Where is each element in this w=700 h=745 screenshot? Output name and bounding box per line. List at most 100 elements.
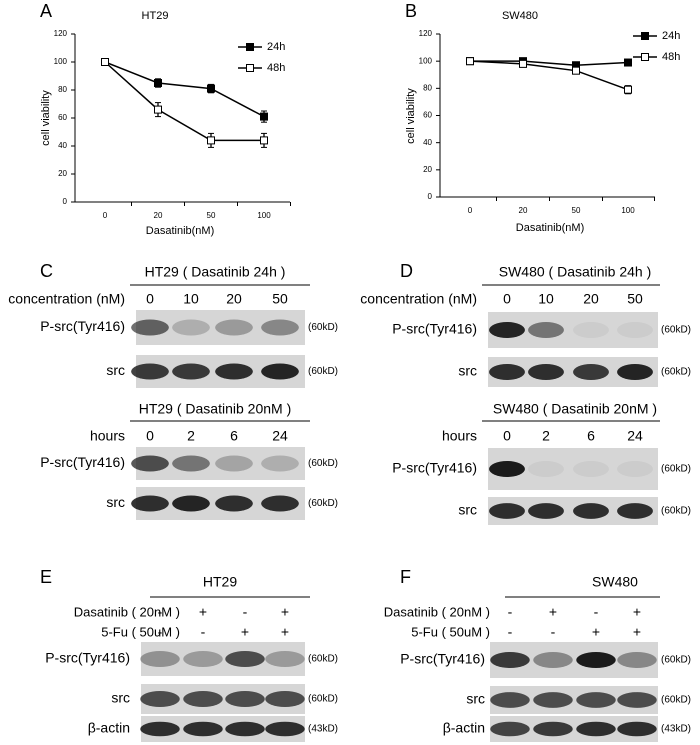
treatment-sign: - [594,604,599,620]
lane-label: 6 [230,428,238,444]
y-tick-label: 100 [54,57,68,66]
x-tick-label: 20 [154,211,163,220]
band [261,495,299,512]
band [533,721,573,737]
size-label: (43kD) [661,724,691,735]
panel-letter: E [40,567,52,587]
y-tick-label: 60 [423,111,432,120]
blot-title: SW480 ( Dasatinib 24h ) [499,264,652,280]
treatment-sign: + [281,604,289,620]
treatment-sign: - [201,624,206,640]
lane-label: 0 [146,428,154,444]
treatment-label: 5-Fu ( 50uM ) [101,624,180,639]
size-label: (60kD) [661,325,691,336]
blot-title: SW480 ( Dasatinib 20nM ) [493,401,657,417]
legend-label: 48h [662,51,680,63]
treatment-label: Dasatinib ( 20nM ) [384,604,490,619]
band [225,721,265,737]
row-label: P-src(Tyr416) [400,651,485,667]
treatment-label: Dasatinib ( 20nM ) [74,604,180,619]
panel-letter: F [400,567,411,587]
size-label: (60kD) [308,458,338,469]
size-label: (60kD) [308,654,338,665]
panel-letter: D [400,261,413,281]
treatment-sign: + [592,624,600,640]
marker [260,112,268,121]
treatment-sign: - [551,624,556,640]
band [215,455,253,472]
marker [466,57,474,66]
lane-label: 50 [627,291,643,307]
y-tick-label: 80 [58,85,67,94]
band [225,651,265,667]
row-label: P-src(Tyr416) [45,650,130,666]
x-tick-label: 50 [572,206,581,215]
band [489,322,525,338]
band [215,495,253,512]
lane-label: 20 [583,291,599,307]
treatment-sign: + [241,624,249,640]
band [140,721,180,737]
band [172,495,210,512]
blot-title: HT29 [203,574,237,590]
band [533,652,573,668]
band [490,652,530,668]
x-tick-label: 0 [103,211,108,220]
band [140,651,180,667]
series-line [469,60,629,91]
row-label: P-src(Tyr416) [40,318,125,334]
y-tick-label: 0 [428,192,433,201]
x-tick-label: 100 [621,206,635,215]
lane-label: 50 [272,291,288,307]
y-tick-label: 100 [419,56,433,65]
x-tick-label: 20 [519,206,528,215]
band [528,364,564,380]
legend-label: 48h [267,62,285,74]
series-line [104,61,264,142]
band [573,322,609,338]
x-tick-label: 50 [207,211,216,220]
band [265,651,305,667]
treatment-sign: - [508,604,513,620]
marker [572,66,580,75]
lane-label: 0 [146,291,154,307]
chart-title: HT29 [142,10,169,22]
y-tick-label: 20 [58,169,67,178]
row-label: src [458,502,477,518]
lane-label: 2 [187,428,195,444]
y-tick-label: 120 [419,29,433,38]
band [265,691,305,707]
band [265,721,305,737]
lane-label: 10 [538,291,554,307]
row-label: P-src(Tyr416) [392,460,477,476]
legend-marker [641,32,649,40]
blot-title: HT29 ( Dasatinib 20nM ) [139,401,292,417]
band [489,503,525,519]
lane-header: hours [90,428,125,444]
lane-label: 24 [627,428,643,444]
lane-label: 2 [542,428,550,444]
band [489,364,525,380]
band [490,721,530,737]
treatment-sign: - [508,624,513,640]
band [183,651,223,667]
row-label: β-actin [443,720,485,736]
row-label: src [466,691,485,707]
band [576,692,616,708]
treatment-label: 5-Fu ( 50uM ) [411,624,490,639]
band [172,319,210,336]
series-line [104,61,265,118]
treatment-sign: - [158,624,163,640]
treatment-sign: - [158,604,163,620]
band [131,319,169,336]
treatment-sign: + [633,604,641,620]
size-label: (60kD) [661,367,691,378]
lane-header: hours [442,428,477,444]
legend-marker [641,53,649,61]
band [131,495,169,512]
marker [101,58,109,66]
x-tick-label: 0 [468,206,473,215]
marker [207,136,215,145]
marker [624,58,632,67]
lane-header: concentration (nM) [8,291,125,307]
